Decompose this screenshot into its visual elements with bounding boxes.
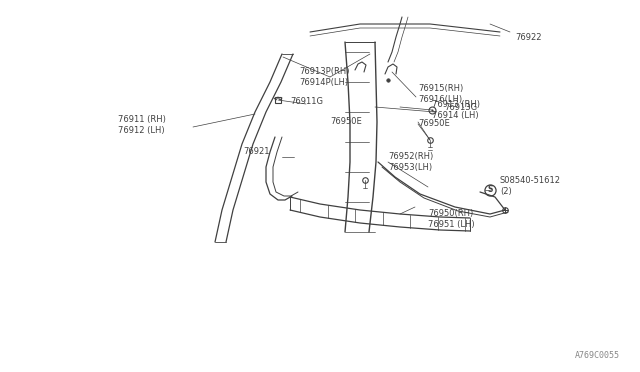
Text: 76952(RH)
76953(LH): 76952(RH) 76953(LH): [388, 152, 433, 172]
Text: 76911G: 76911G: [290, 97, 323, 106]
Text: 76950(RH)
76951 (LH): 76950(RH) 76951 (LH): [428, 209, 475, 229]
Text: S08540-51612
(2): S08540-51612 (2): [500, 176, 561, 196]
Text: 76913 (RH)
76914 (LH): 76913 (RH) 76914 (LH): [432, 100, 480, 120]
Text: 76911 (RH)
76912 (LH): 76911 (RH) 76912 (LH): [118, 115, 166, 135]
Text: 76921: 76921: [243, 148, 269, 157]
Text: 76913P(RH)
76914P(LH): 76913P(RH) 76914P(LH): [299, 67, 349, 87]
Text: S: S: [487, 186, 493, 195]
Text: 76915(RH)
76916(LH): 76915(RH) 76916(LH): [418, 84, 463, 104]
Text: 76913G: 76913G: [444, 103, 477, 112]
Text: 76922: 76922: [515, 32, 541, 42]
Text: A769C0055: A769C0055: [575, 351, 620, 360]
Text: 76950E: 76950E: [418, 119, 450, 128]
Text: 76950E: 76950E: [330, 118, 362, 126]
